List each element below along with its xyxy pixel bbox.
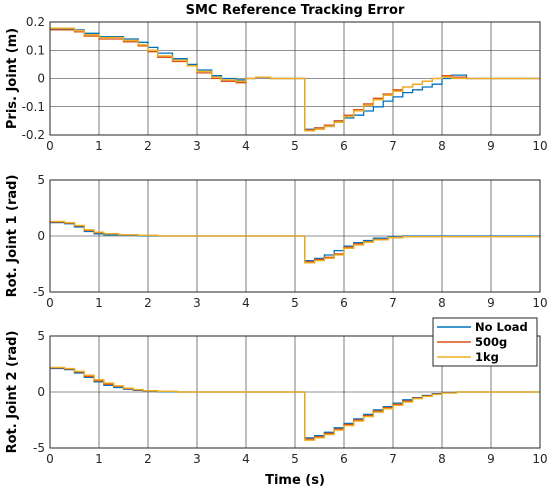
y-tick-label: 5 <box>37 329 45 343</box>
legend-entry: 500g <box>475 335 507 349</box>
y-tick-label: 0 <box>37 72 45 86</box>
x-tick-label: 5 <box>291 296 299 310</box>
x-tick-label: 6 <box>340 139 348 153</box>
y-tick-label: -0.1 <box>22 100 45 114</box>
axes-box <box>49 21 541 136</box>
x-tick-label: 2 <box>144 139 152 153</box>
y-axis-label: Pris. Joint (m) <box>5 28 20 129</box>
x-tick-label: 8 <box>438 296 446 310</box>
x-tick-label: 9 <box>487 139 495 153</box>
series-line-1kg <box>50 220 541 264</box>
x-tick-label: 10 <box>532 452 547 466</box>
y-tick-label: 0 <box>37 385 45 399</box>
x-tick-label: 7 <box>389 452 397 466</box>
legend-entry: 1kg <box>475 350 499 364</box>
y-tick-label: -5 <box>33 285 45 299</box>
x-tick-label: 8 <box>438 139 446 153</box>
y-axis-label: Rot. Joint 2 (rad) <box>5 331 20 454</box>
x-tick-label: 7 <box>389 296 397 310</box>
series-line-1kg <box>50 366 540 441</box>
axes-box <box>49 335 541 449</box>
x-tick-label: 9 <box>487 296 495 310</box>
series-line-1kg <box>50 27 540 132</box>
x-tick-label: 2 <box>144 452 152 466</box>
x-tick-label: 0 <box>46 139 54 153</box>
x-tick-label: 3 <box>193 452 201 466</box>
chart-title: SMC Reference Tracking Error <box>186 3 405 18</box>
y-axis-label: Rot. Joint 1 (rad) <box>5 175 20 298</box>
y-tick-label: -5 <box>33 441 45 455</box>
x-tick-label: 2 <box>144 296 152 310</box>
x-tick-label: 10 <box>532 296 547 310</box>
subplot-1: 0 1 2 3 4 5 6 7 8 9 10 -0.2 -0.1 0 0.1 0.2 Pris. Joint (… <box>5 15 548 153</box>
x-tick-label: 1 <box>95 139 103 153</box>
x-tick-label: 9 <box>487 452 495 466</box>
x-tick-label: 1 <box>95 452 103 466</box>
x-tick-label: 5 <box>291 452 299 466</box>
x-tick-label: 3 <box>193 139 201 153</box>
x-tick-label: 6 <box>340 296 348 310</box>
y-tick-label: -0.2 <box>22 128 45 142</box>
x-tick-label: 5 <box>291 139 299 153</box>
x-tick-label: 7 <box>389 139 397 153</box>
y-tick-label: 0.1 <box>26 43 45 57</box>
y-tick-label: 0 <box>37 229 45 243</box>
x-tick-label: 3 <box>193 296 201 310</box>
y-tick-label: 5 <box>37 173 45 187</box>
x-tick-label: 4 <box>242 296 250 310</box>
x-tick-label: 10 <box>532 139 547 153</box>
axes-box <box>49 179 541 293</box>
x-axis-label: Time (s) <box>265 473 325 488</box>
x-tick-label: 0 <box>46 452 54 466</box>
series-line-no-load <box>50 221 540 262</box>
x-tick-label: 4 <box>242 452 250 466</box>
y-tick-label: 0.2 <box>26 15 45 29</box>
x-tick-label: 0 <box>46 296 54 310</box>
legend-entry: No Load <box>475 320 528 334</box>
x-tick-label: 1 <box>95 296 103 310</box>
x-tick-label: 8 <box>438 452 446 466</box>
x-tick-label: 4 <box>242 139 250 153</box>
x-tick-label: 6 <box>340 452 348 466</box>
